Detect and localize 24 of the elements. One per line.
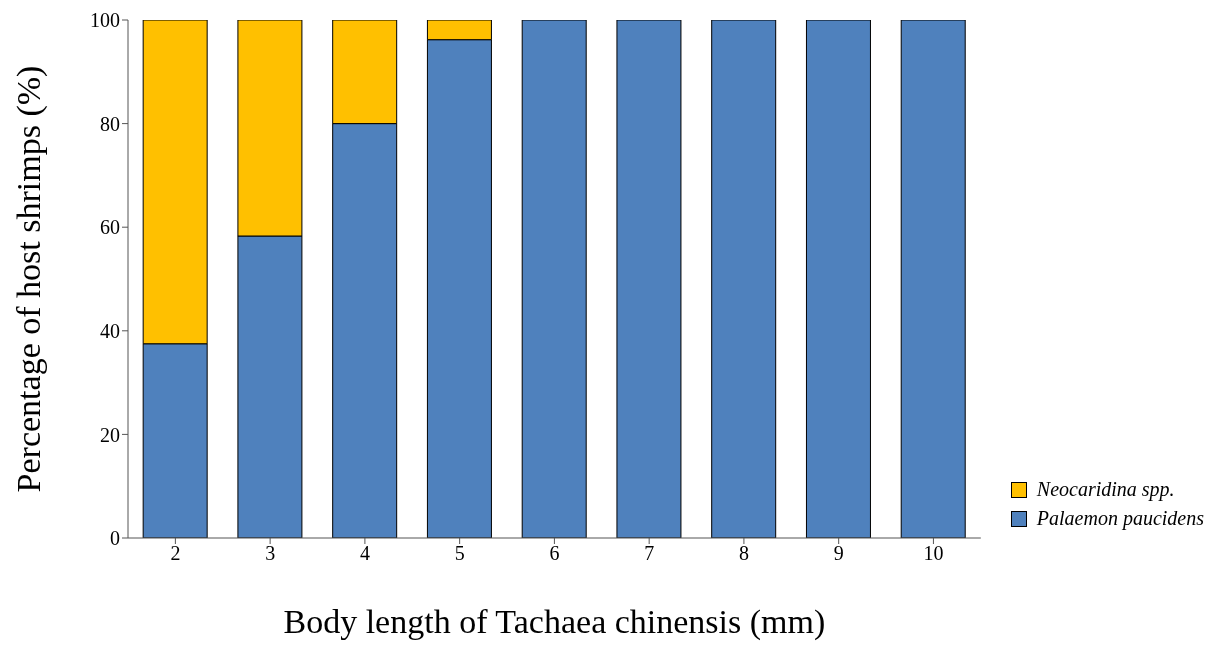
y-tick-label: 80 — [100, 112, 120, 135]
x-tick-label: 9 — [833, 542, 844, 565]
legend-label: Palaemon paucidens — [1036, 507, 1204, 530]
legend-label: Neocaridina spp. — [1036, 478, 1175, 501]
y-tick-label: 60 — [100, 216, 120, 239]
x-tick-label: 3 — [265, 542, 276, 565]
bar — [616, 20, 682, 538]
bar — [900, 20, 966, 538]
y-tick-label: 100 — [90, 9, 120, 32]
x-tick-label: 5 — [454, 542, 465, 565]
x-tick-label: 6 — [549, 542, 560, 565]
y-tick-label: 0 — [110, 527, 120, 550]
bar — [521, 20, 587, 538]
x-tick-label: 7 — [644, 542, 655, 565]
x-tick-label: 4 — [359, 542, 370, 565]
bar — [711, 20, 777, 538]
x-axis-title: Body length of Tachaea chinensis (mm) — [283, 603, 826, 641]
x-tick-label: 2 — [170, 542, 181, 565]
y-tick-label: 20 — [100, 423, 120, 446]
y-axis-title: Percentage of host shrimps (%) — [10, 65, 49, 493]
y-tick-label: 40 — [100, 319, 120, 342]
x-tick-label: 8 — [738, 542, 749, 565]
bar — [805, 20, 871, 538]
x-tick-label: 10 — [923, 542, 944, 565]
